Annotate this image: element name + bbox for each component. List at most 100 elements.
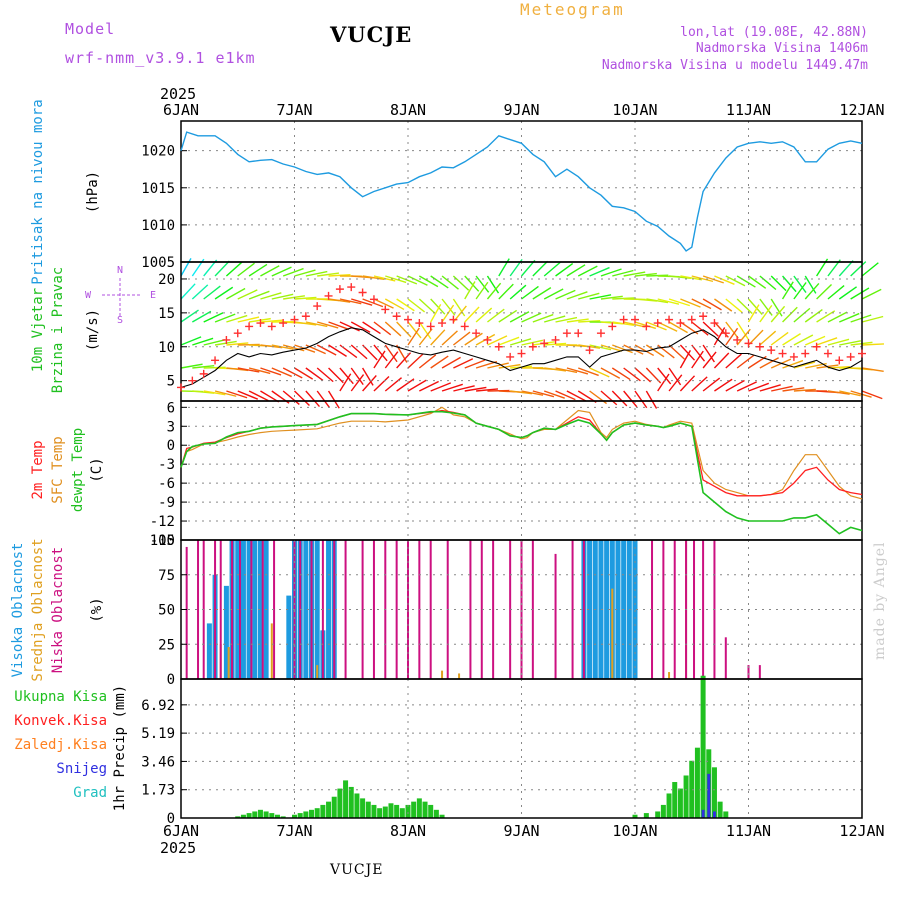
wind-barb — [714, 298, 733, 312]
wind-barb — [861, 288, 882, 300]
cloud-bar — [693, 540, 696, 679]
wind-barb — [680, 298, 701, 308]
precip-bar — [314, 808, 320, 818]
cloud-ylabel-low: Niska Oblacnost — [50, 547, 66, 673]
wind-barb — [396, 298, 415, 312]
wind-barb — [226, 367, 249, 372]
wind-barb — [623, 344, 644, 355]
wind-barb — [180, 283, 196, 300]
wind-barb — [566, 264, 586, 277]
cloud-unit: (%) — [89, 597, 105, 622]
wind-barb — [339, 298, 362, 305]
gust-marker — [767, 346, 776, 355]
cloud-bar — [314, 540, 320, 679]
wind-barb — [248, 263, 268, 277]
gust-marker — [574, 329, 583, 338]
wind-barb — [782, 306, 798, 323]
cloud-bar — [252, 540, 258, 679]
wind-barb — [384, 344, 398, 363]
x-tick-label-bottom: 11JAN — [726, 822, 771, 840]
temp-ylabel-sfc: SFC Temp — [50, 436, 66, 503]
panel-frame — [180, 400, 863, 541]
meteogram-label: Meteogram — [520, 0, 625, 19]
precip-bar — [689, 760, 695, 818]
wind-barb — [419, 380, 439, 392]
wind-barb — [759, 304, 773, 323]
precip-bar — [422, 801, 428, 818]
wind-barb — [816, 337, 838, 346]
compass-n: N — [117, 265, 123, 276]
wind-barb — [487, 308, 505, 323]
wind-barb — [498, 283, 514, 300]
precip-bar — [405, 804, 411, 818]
wind-barb — [668, 374, 683, 392]
precip-bar — [723, 811, 729, 818]
wind-barb — [589, 367, 610, 378]
gust-marker — [449, 315, 458, 324]
wind-barb — [350, 321, 371, 333]
wind-barb — [793, 275, 807, 293]
wind-barb — [679, 375, 696, 392]
wind-barb — [555, 367, 578, 374]
wind-barb — [452, 331, 471, 346]
compass-e: E — [150, 290, 156, 301]
cloud-bar — [214, 540, 217, 679]
wind-barb — [634, 344, 655, 357]
wind-barb — [351, 298, 373, 306]
x-tick-label-bottom: 10JAN — [612, 822, 657, 840]
cloud-bar — [441, 670, 444, 679]
wind-barb — [475, 307, 493, 323]
precip-bar — [433, 809, 439, 818]
wind-unit: (m/s) — [85, 309, 101, 351]
wind-barb — [384, 351, 399, 369]
precip-bar — [394, 804, 400, 818]
wind-barb — [510, 390, 533, 395]
wind-barb — [180, 258, 192, 277]
pressure-unit: (hPa) — [85, 171, 101, 213]
wind-barb — [203, 366, 226, 369]
wind-barb — [839, 390, 861, 397]
wind-barb — [486, 282, 502, 300]
precip-bar — [320, 804, 326, 818]
wind-barb — [260, 390, 280, 403]
wind-barb — [509, 338, 532, 346]
gust-marker — [381, 305, 390, 314]
wind-barb — [350, 344, 368, 360]
wind-barb — [850, 390, 872, 398]
cloud-bar — [261, 540, 264, 679]
gust-marker — [517, 349, 526, 358]
wind-barb — [680, 275, 703, 281]
precip-bar — [411, 801, 417, 818]
precip-legend-item: Konvek.Kisa — [14, 713, 107, 729]
precip-bar — [303, 811, 309, 818]
wind-barb — [748, 382, 770, 392]
pressure-ylabel: Pritisak na nivou mora — [30, 99, 46, 284]
wind-barb — [555, 289, 576, 300]
gust-marker — [631, 315, 639, 324]
cloud-bar — [747, 665, 750, 679]
cloud-bar — [598, 540, 604, 679]
precip-bar — [274, 814, 280, 818]
wind-barb — [611, 390, 628, 407]
wind-barb — [713, 352, 730, 369]
wind-barb — [657, 367, 672, 385]
wind-barb — [260, 344, 283, 349]
y-tick-label: 1020 — [141, 144, 175, 160]
wind-barb — [532, 287, 552, 300]
precip-bar — [382, 806, 388, 818]
wind-barb — [271, 266, 292, 277]
snow-bar — [707, 773, 711, 818]
wind-barb — [770, 298, 783, 317]
wind-ylabel-1: 10m Vjetar — [30, 288, 46, 372]
precip-bar — [672, 782, 678, 818]
wind-barb — [226, 390, 248, 399]
x-tick-label-bottom: 7JAN — [276, 822, 312, 840]
wind-barb — [532, 313, 554, 323]
gust-marker — [562, 329, 571, 338]
wind-barb — [646, 274, 669, 277]
wind-barb — [804, 282, 820, 300]
wind-barb — [861, 390, 883, 400]
wind-barb — [543, 390, 565, 399]
wind-barb — [328, 321, 350, 331]
wind-barb — [418, 328, 433, 346]
